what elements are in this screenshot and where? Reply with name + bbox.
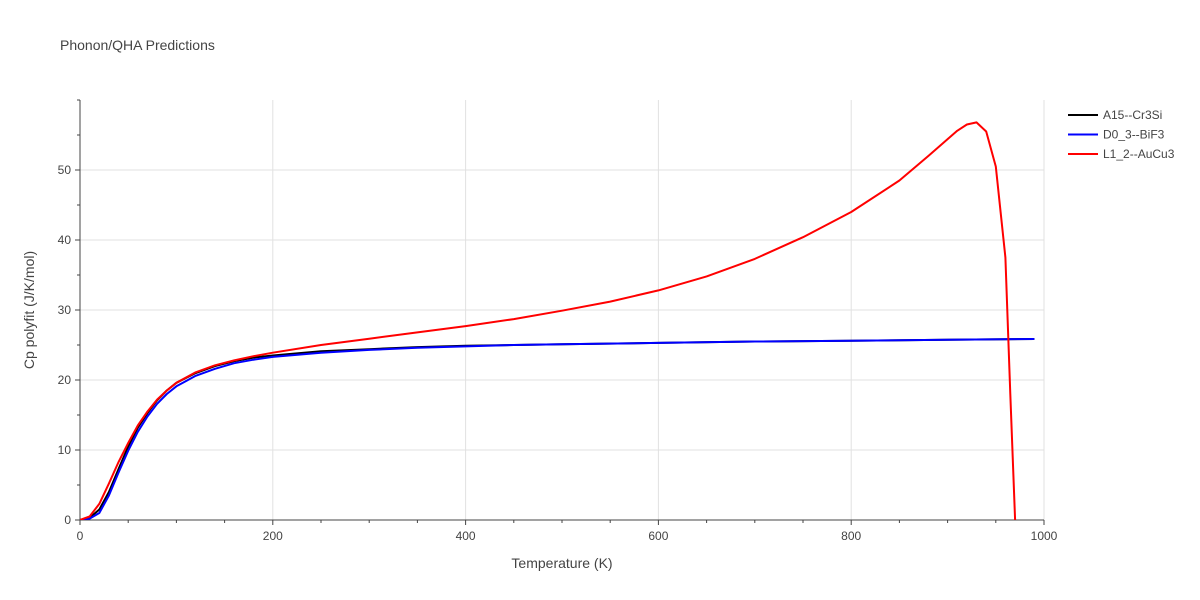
y-tick-label: 0 (64, 513, 71, 527)
chart-title: Phonon/QHA Predictions (60, 37, 215, 53)
x-tick-label: 0 (77, 529, 84, 543)
series-lines (80, 121, 1035, 520)
y-tick-label: 10 (58, 443, 72, 457)
y-tick-label: 40 (58, 233, 72, 247)
x-tick-label: 400 (456, 529, 476, 543)
tick-labels: 0 200 400 600 800 1000 0 10 20 30 40 50 (58, 163, 1058, 543)
legend-item-3[interactable]: L1_2--AuCu3 (1068, 147, 1175, 161)
y-tick-label: 20 (58, 373, 72, 387)
x-tick-label: 600 (648, 529, 668, 543)
grid (80, 100, 1045, 520)
x-tick-label: 800 (841, 529, 861, 543)
legend-item-1[interactable]: A15--Cr3Si (1068, 108, 1162, 122)
y-tick-label: 50 (58, 163, 72, 177)
y-tick-label: 30 (58, 303, 72, 317)
legend-label: L1_2--AuCu3 (1103, 147, 1175, 161)
y-axis-title: Cp polyfit (J/K/mol) (21, 251, 37, 369)
legend-label: D0_3--BiF3 (1103, 128, 1165, 142)
axes (75, 99, 1045, 525)
series-line-3 (80, 121, 1017, 520)
x-tick-label: 1000 (1031, 529, 1058, 543)
legend[interactable]: A15--Cr3Si D0_3--BiF3 L1_2--AuCu3 (1068, 108, 1175, 161)
legend-item-2[interactable]: D0_3--BiF3 (1068, 128, 1165, 142)
legend-label: A15--Cr3Si (1103, 108, 1162, 122)
x-tick-label: 200 (263, 529, 283, 543)
x-axis-title: Temperature (K) (511, 555, 612, 571)
series-line-2 (80, 338, 1035, 520)
